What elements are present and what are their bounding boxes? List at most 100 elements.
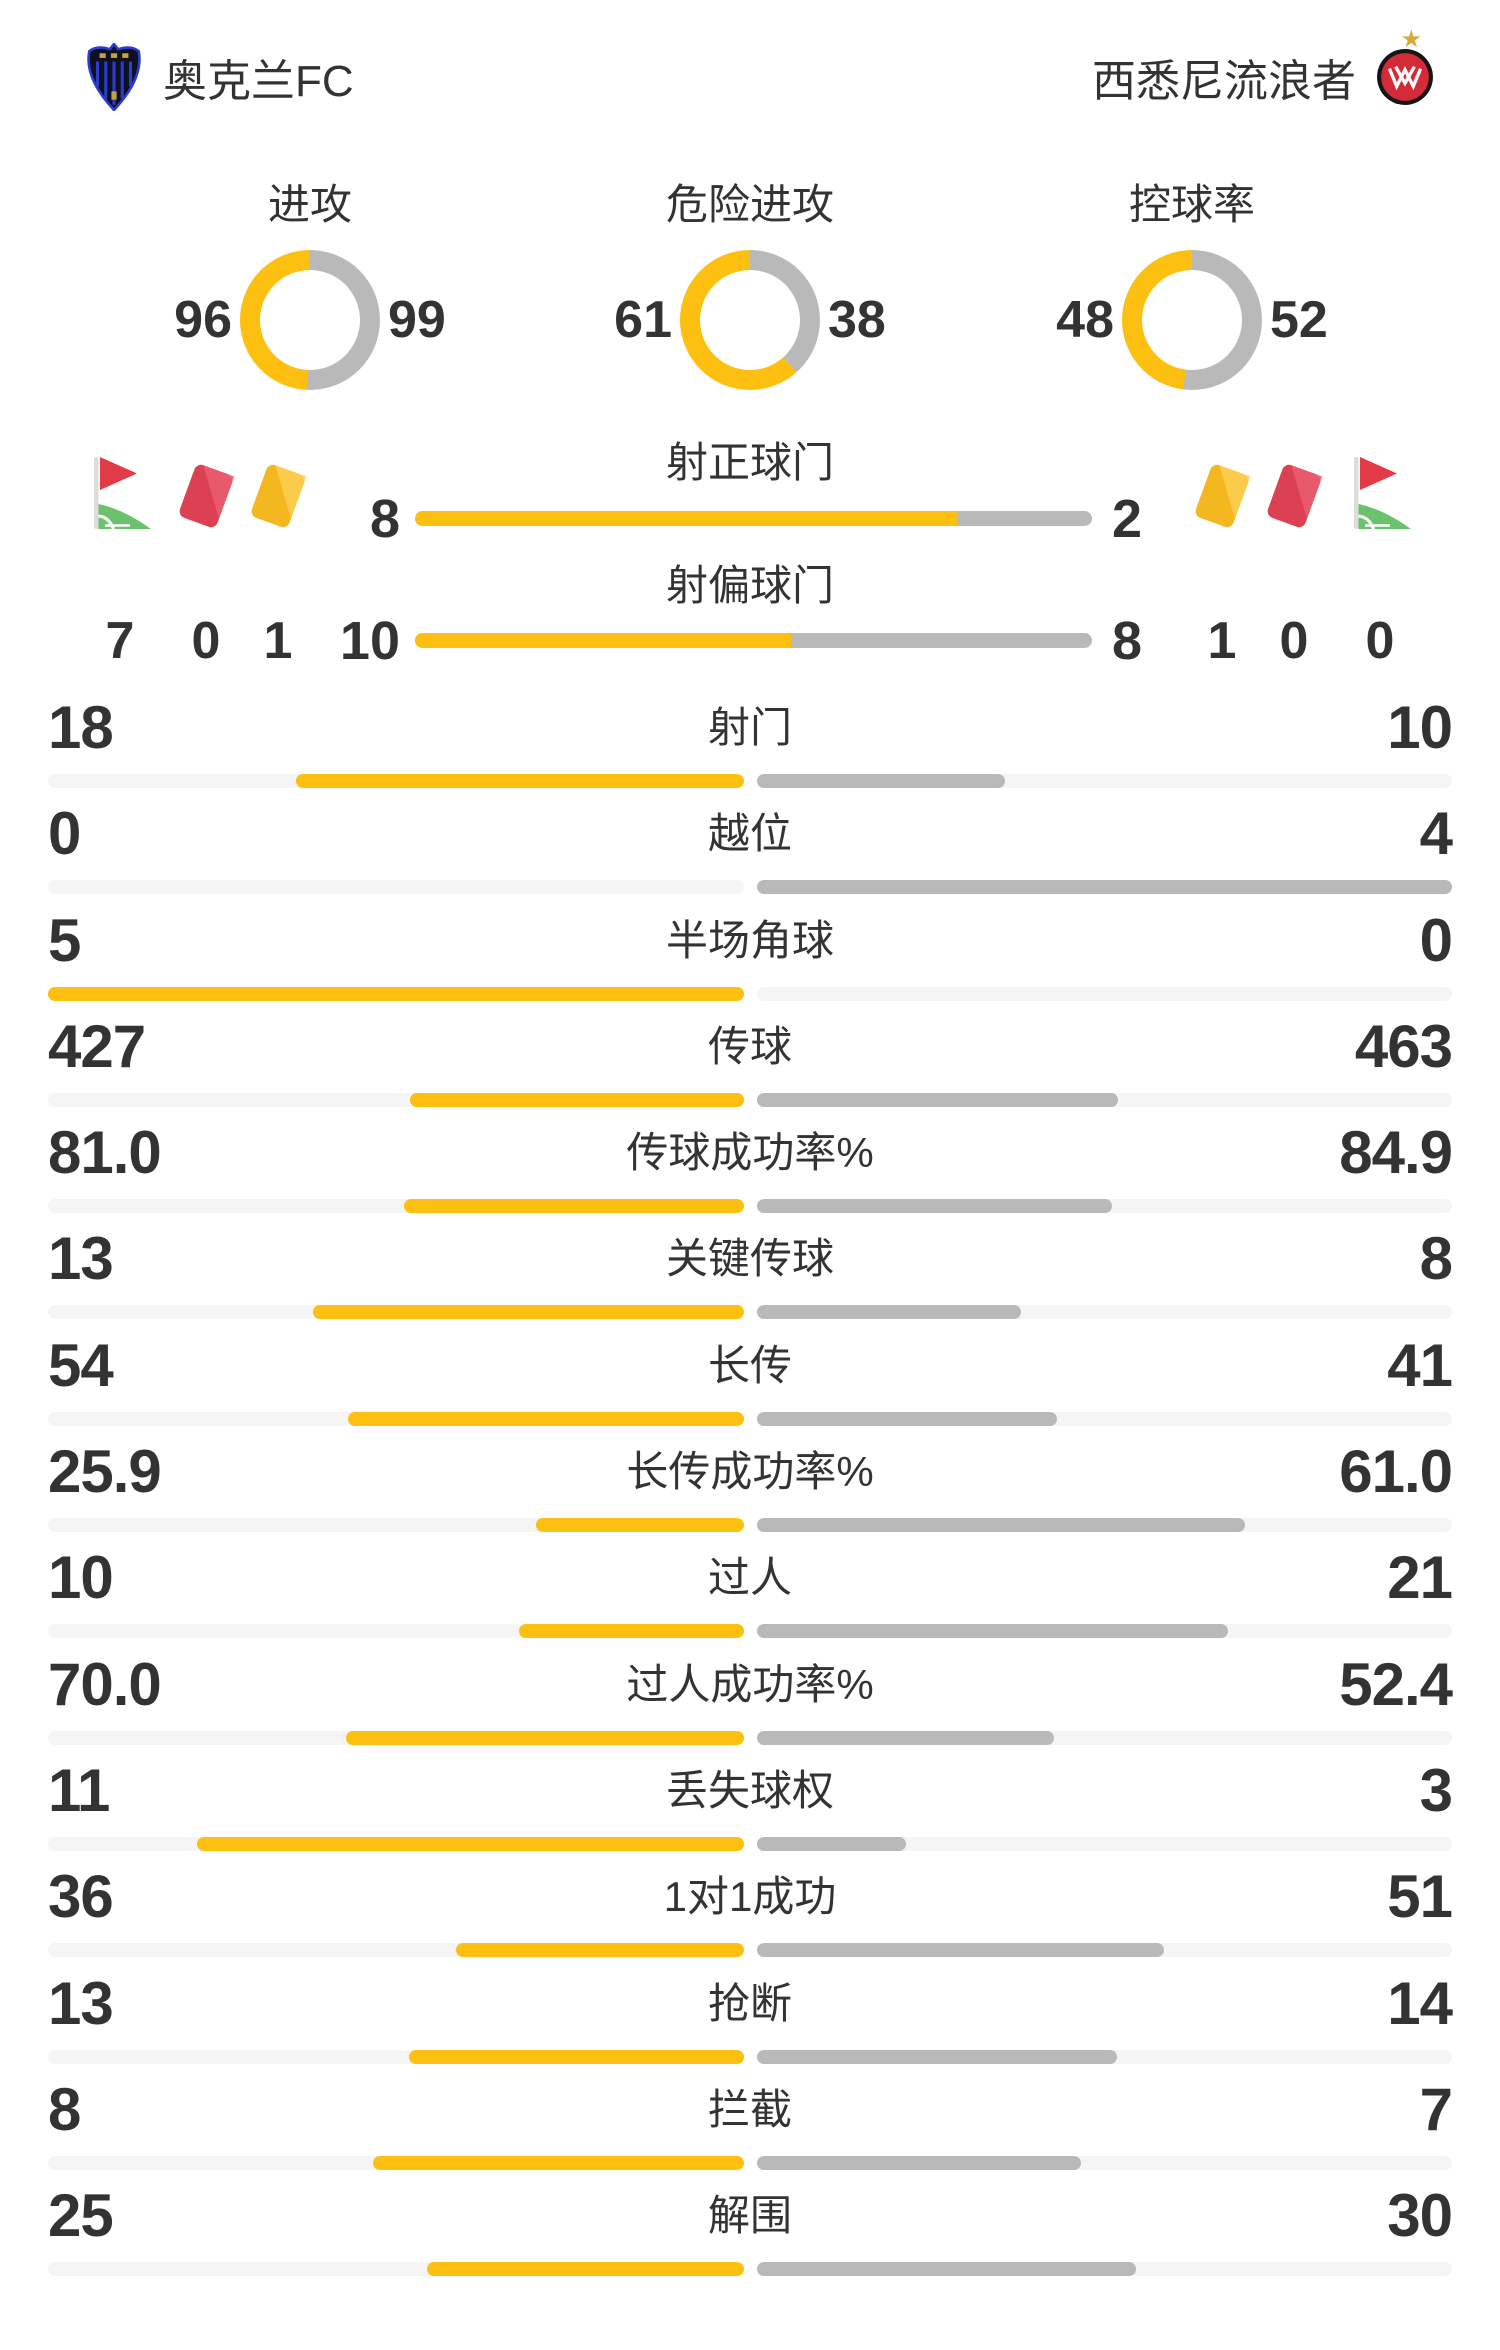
donut-away-value: 52 [1270, 291, 1328, 349]
stat-row: 81.0 传球成功率% 84.9 [0, 1113, 1500, 1219]
stat-away-bar-fill [756, 2049, 1118, 2064]
stat-away-bar-fill [756, 1518, 1245, 1533]
shots-off-away-value: 8 [1112, 611, 1143, 671]
stat-away-value: 463 [1354, 1012, 1453, 1080]
stat-away-bar-fill [756, 1943, 1165, 1958]
stat-home-bar-fill [455, 1943, 744, 1958]
stat-bar-pair [48, 1518, 1452, 1533]
shots-off-home-fill [415, 633, 792, 648]
stat-label: 越位 [707, 810, 792, 858]
home-team-name: 奥克兰FC [163, 57, 354, 106]
corner-flag-icon [85, 455, 155, 538]
stat-text-line: 0 越位 4 [48, 794, 1453, 868]
stat-label: 过人 [707, 1554, 792, 1602]
stat-away-value: 84.9 [1339, 1119, 1453, 1187]
stat-away-bar-fill [756, 1411, 1057, 1426]
stat-label: 拦截 [707, 2085, 792, 2133]
donut-home-value: 61 [614, 291, 672, 349]
stat-home-value: 11 [48, 1756, 110, 1824]
stat-away-bar-fill [756, 1624, 1228, 1639]
stat-away-bar-fill [756, 2155, 1082, 2170]
stat-home-bar-fill [312, 1305, 744, 1320]
stat-bar-pair [48, 880, 1452, 895]
stat-away-bar-track [756, 1305, 1452, 1320]
stat-home-value: 8 [48, 2075, 81, 2143]
stat-row: 427 传球 463 [0, 1007, 1500, 1113]
stat-bar-pair [48, 1092, 1452, 1107]
stat-text-line: 13 关键传球 8 [48, 1219, 1453, 1291]
stat-row: 36 1对1成功 51 [0, 1857, 1500, 1963]
shots-on-away-value: 2 [1112, 489, 1143, 549]
donut-hole [260, 270, 360, 370]
stat-row: 54 长传 41 [0, 1326, 1500, 1432]
stat-away-value: 3 [1419, 1756, 1453, 1824]
stat-home-value: 10 [48, 1544, 114, 1612]
stat-away-value: 7 [1419, 2075, 1453, 2143]
donut-possession: 控球率 48 52 [1042, 182, 1342, 390]
shots-on-target-label: 射正球门 [665, 439, 834, 486]
wanderers-crest-icon [1377, 49, 1433, 105]
stat-bar-pair [48, 2049, 1452, 2064]
stat-row: 0 越位 4 [0, 794, 1500, 900]
stat-away-value: 30 [1387, 2182, 1453, 2250]
stat-home-bar-track [48, 1943, 744, 1958]
donut-away-value: 99 [388, 291, 446, 349]
stat-away-bar-track [756, 1836, 1452, 1851]
stat-away-bar-fill [756, 774, 1005, 788]
stat-text-line: 427 传球 463 [48, 1007, 1453, 1080]
stat-home-bar-track [48, 2262, 744, 2277]
home-red-cards-value: 0 [191, 612, 221, 670]
donut-hole [1142, 270, 1242, 370]
stat-text-line: 25.9 长传成功率% 61.0 [48, 1432, 1453, 1504]
stat-away-value: 21 [1387, 1544, 1453, 1612]
stat-text-line: 13 抢断 14 [48, 1964, 1453, 2037]
stat-home-bar-track [48, 2049, 744, 2064]
stat-home-value: 13 [48, 1969, 114, 2037]
stat-away-bar-track [756, 2155, 1452, 2170]
stat-away-bar-fill [756, 1305, 1022, 1320]
away-discipline-values: 1 0 0 [1201, 614, 1415, 668]
home-team-logo [85, 41, 143, 112]
stat-home-bar-fill [197, 1836, 744, 1851]
stat-home-bar-fill [345, 1730, 744, 1745]
stat-label: 长传成功率% [626, 1448, 874, 1496]
yellow-card-icon [248, 462, 307, 531]
stat-away-bar-fill [756, 880, 1452, 895]
stat-label: 抢断 [707, 1979, 792, 2027]
champion-star-icon: ★ [1400, 26, 1422, 53]
stat-bar-pair [48, 1943, 1452, 1958]
stat-row: 70.0 过人成功率% 52.4 [0, 1645, 1500, 1751]
stat-bar-pair [48, 1836, 1452, 1851]
stat-label: 1对1成功 [663, 1873, 837, 1921]
stat-away-bar-track [756, 1730, 1452, 1745]
away-corners-value: 0 [1365, 612, 1395, 670]
stat-bar-pair [48, 986, 1452, 1001]
stat-home-bar-track [48, 1624, 744, 1639]
stat-row: 11 丢失球权 3 [0, 1751, 1500, 1857]
stat-home-bar-track [48, 2155, 744, 2170]
stat-label: 过人成功率% [626, 1660, 874, 1708]
donut-chart: 61 38 [614, 250, 886, 390]
stat-home-bar-track [48, 1518, 744, 1533]
yellow-card-icon [1192, 462, 1251, 531]
stat-away-bar-track [756, 1518, 1452, 1533]
stat-text-line: 25 解围 30 [48, 2176, 1453, 2250]
donut-chart: 96 99 [174, 250, 446, 390]
stat-row: 10 过人 21 [0, 1538, 1500, 1644]
stat-home-value: 54 [48, 1331, 114, 1399]
stat-home-bar-track [48, 1092, 744, 1107]
stat-row: 13 抢断 14 [0, 1964, 1500, 2070]
away-team-logo: ★ [1376, 28, 1434, 106]
stat-home-bar-fill [48, 986, 744, 1001]
stat-home-value: 0 [48, 800, 81, 868]
stat-home-bar-fill [536, 1518, 744, 1533]
corner-flag-icon [1345, 455, 1415, 538]
stat-text-line: 81.0 传球成功率% 84.9 [48, 1113, 1453, 1187]
stat-away-value: 52.4 [1339, 1650, 1453, 1718]
stat-label: 传球成功率% [626, 1129, 874, 1177]
stat-away-bar-fill [756, 1730, 1055, 1745]
stat-bar-pair [48, 1199, 1452, 1214]
donut-home-value: 96 [174, 291, 232, 349]
stat-bar-pair [48, 1411, 1452, 1426]
stat-away-value: 14 [1387, 1969, 1453, 2037]
